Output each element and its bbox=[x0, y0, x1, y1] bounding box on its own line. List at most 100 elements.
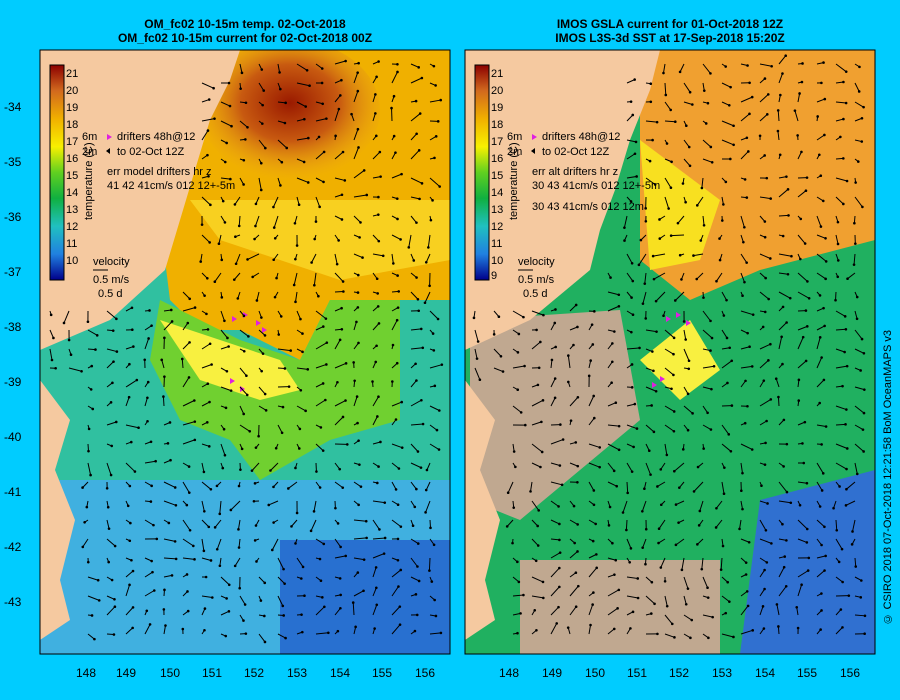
current-arrow bbox=[144, 460, 156, 464]
current-arrow bbox=[235, 253, 241, 264]
current-arrow-head bbox=[862, 450, 865, 453]
current-arrow-head bbox=[863, 614, 867, 618]
current-arrow-head bbox=[766, 93, 770, 96]
current-arrow-head bbox=[150, 484, 153, 488]
current-arrow bbox=[391, 71, 398, 84]
current-arrow-head bbox=[702, 224, 706, 227]
current-arrow bbox=[277, 576, 285, 584]
current-arrow-head bbox=[394, 418, 398, 421]
current-arrow bbox=[182, 439, 195, 445]
lon-tick: 155 bbox=[797, 666, 817, 680]
current-arrow-head bbox=[784, 585, 788, 588]
current-arrow bbox=[410, 328, 422, 331]
current-arrow bbox=[721, 443, 732, 452]
current-arrow-head bbox=[292, 283, 296, 287]
current-arrow-head bbox=[155, 537, 159, 541]
current-arrow bbox=[607, 291, 619, 296]
right-cb-tick: 17 bbox=[491, 136, 503, 148]
current-arrow-head bbox=[576, 523, 579, 526]
current-arrow-head bbox=[820, 609, 823, 612]
current-arrow-head bbox=[587, 374, 591, 378]
current-arrow bbox=[569, 585, 579, 597]
current-arrow-head bbox=[301, 630, 304, 634]
current-arrow-head bbox=[777, 625, 780, 628]
current-arrow bbox=[125, 607, 134, 616]
current-arrow bbox=[531, 538, 539, 546]
current-arrow-head bbox=[321, 325, 325, 328]
current-arrow bbox=[777, 397, 780, 407]
current-arrow-head bbox=[259, 161, 263, 165]
current-arrow bbox=[622, 500, 628, 513]
current-arrow-head bbox=[86, 560, 90, 564]
current-arrow-head bbox=[173, 486, 177, 489]
current-arrow-head bbox=[209, 488, 213, 491]
current-arrow-head bbox=[823, 133, 826, 137]
current-arrow-head bbox=[718, 237, 721, 240]
current-arrow-head bbox=[767, 359, 770, 362]
current-arrow bbox=[474, 329, 479, 342]
current-arrow bbox=[334, 607, 341, 616]
current-arrow bbox=[313, 500, 317, 512]
current-arrow bbox=[664, 405, 675, 412]
current-arrow-head bbox=[62, 321, 66, 325]
current-arrow-head bbox=[553, 377, 557, 380]
current-arrow bbox=[797, 519, 808, 530]
current-arrow bbox=[835, 365, 848, 369]
current-arrow-head bbox=[209, 203, 212, 207]
current-arrow-head bbox=[94, 348, 97, 351]
current-arrow-head bbox=[819, 225, 823, 228]
current-arrow bbox=[675, 538, 685, 546]
current-arrow bbox=[296, 82, 310, 87]
current-arrow bbox=[315, 342, 328, 350]
current-arrow-head bbox=[537, 509, 541, 512]
current-arrow bbox=[87, 576, 99, 581]
lon-tick: 150 bbox=[585, 666, 605, 680]
current-arrow bbox=[550, 462, 561, 466]
current-arrow-head bbox=[569, 419, 573, 422]
current-arrow-head bbox=[356, 127, 360, 131]
current-arrow-head bbox=[574, 605, 578, 609]
current-arrow bbox=[271, 538, 279, 551]
current-arrow bbox=[391, 519, 402, 528]
current-arrow bbox=[852, 519, 856, 532]
current-arrow-head bbox=[589, 359, 592, 362]
current-arrow bbox=[182, 538, 194, 547]
current-arrow bbox=[675, 500, 685, 506]
current-arrow-head bbox=[688, 90, 692, 94]
current-arrow-head bbox=[781, 362, 784, 366]
left-cb-tick: 10 bbox=[66, 255, 78, 267]
current-arrow-head bbox=[654, 389, 658, 393]
current-arrow-head bbox=[818, 505, 822, 508]
current-arrow-head bbox=[658, 218, 661, 221]
current-arrow-head bbox=[786, 272, 790, 276]
current-arrow-head bbox=[147, 337, 150, 340]
current-arrow-head bbox=[146, 380, 150, 384]
current-arrow-head bbox=[395, 197, 399, 200]
current-arrow-head bbox=[338, 338, 342, 342]
current-arrow-head bbox=[824, 236, 827, 240]
current-arrow-head bbox=[514, 465, 517, 469]
current-arrow bbox=[531, 500, 540, 511]
current-arrow bbox=[410, 557, 418, 567]
current-arrow-head bbox=[522, 315, 525, 319]
current-arrow-head bbox=[704, 122, 708, 125]
current-arrow-head bbox=[400, 172, 403, 176]
current-arrow bbox=[372, 151, 381, 160]
current-arrow-head bbox=[709, 428, 713, 431]
current-arrow-head bbox=[663, 579, 667, 583]
current-arrow bbox=[410, 177, 423, 184]
current-arrow-head bbox=[804, 359, 808, 363]
current-arrow bbox=[550, 623, 558, 635]
current-arrow-head bbox=[233, 564, 237, 568]
current-arrow-head bbox=[424, 488, 428, 492]
current-arrow bbox=[106, 310, 117, 320]
current-arrow bbox=[163, 557, 177, 560]
current-arrow-head bbox=[696, 543, 699, 546]
current-arrow-head bbox=[52, 336, 55, 340]
current-arrow-head bbox=[820, 81, 823, 85]
current-arrow-head bbox=[647, 449, 651, 453]
current-arrow bbox=[258, 386, 266, 395]
current-arrow-head bbox=[855, 472, 859, 476]
current-arrow-head bbox=[845, 408, 848, 411]
current-arrow bbox=[683, 329, 687, 340]
